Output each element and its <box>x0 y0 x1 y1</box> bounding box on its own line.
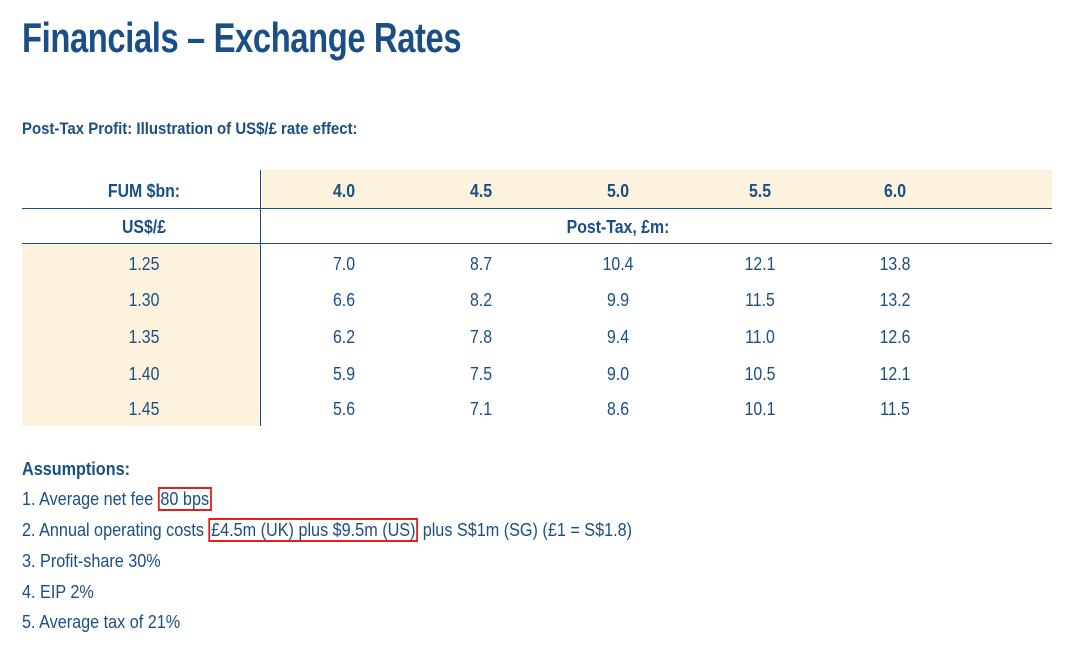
assumption-item: 2. Annual operating costs £4.5m (UK) plu… <box>22 518 633 542</box>
profit-value: 12.1 <box>744 254 776 274</box>
rate-value: 1.35 <box>128 327 160 347</box>
profit-value: 6.6 <box>332 290 356 310</box>
column-divider <box>260 170 261 426</box>
profit-value: 8.7 <box>469 254 493 274</box>
assumption-text: 2. Annual operating costs <box>22 520 209 540</box>
profit-value: 10.1 <box>744 399 776 419</box>
fum-value: 4.5 <box>469 181 493 201</box>
rate-value: 1.45 <box>128 399 160 419</box>
profit-value: 7.0 <box>332 254 356 274</box>
profit-value: 7.8 <box>469 327 493 347</box>
profit-value: 12.6 <box>879 327 911 347</box>
assumption-item: 5. Average tax of 21% <box>22 611 180 633</box>
exchange-rate-table: FUM $bn: 4.0 4.5 5.0 5.5 6.0 US$/£ Post-… <box>22 170 1052 426</box>
profit-value: 5.6 <box>332 399 356 419</box>
rate-label: US$/£ <box>121 217 167 237</box>
profit-value: 13.2 <box>879 290 911 310</box>
profit-value: 8.2 <box>469 290 493 310</box>
assumption-item: 1. Average net fee 80 bps <box>22 487 212 511</box>
highlighted-assumption: £4.5m (UK) plus $9.5m (US) <box>208 518 419 542</box>
profit-value: 7.1 <box>469 399 493 419</box>
profit-value: 10.5 <box>744 364 776 384</box>
fum-value: 5.5 <box>748 181 772 201</box>
table-subtitle: Post-Tax Profit: Illustration of US$/£ r… <box>22 119 358 138</box>
assumption-text: 1. Average net fee <box>22 489 158 509</box>
highlighted-assumption: 80 bps <box>157 487 212 511</box>
fum-value: 4.0 <box>332 181 356 201</box>
rate-value: 1.40 <box>128 364 160 384</box>
rate-column-shade <box>22 244 260 426</box>
profit-value: 7.5 <box>469 364 493 384</box>
page-title: Financials – Exchange Rates <box>22 14 462 61</box>
profit-value: 10.4 <box>602 254 634 274</box>
fum-label: FUM $bn: <box>107 181 181 201</box>
profit-value: 9.0 <box>606 364 630 384</box>
profit-value: 11.0 <box>745 327 775 347</box>
post-tax-label: Post-Tax, £m: <box>566 217 670 237</box>
header-divider <box>22 208 1052 209</box>
profit-value: 13.8 <box>879 254 911 274</box>
assumption-item: 3. Profit-share 30% <box>22 550 161 572</box>
assumption-text-suffix: plus S$1m (SG) (£1 = S$1.8) <box>418 520 633 540</box>
assumption-text: 4. EIP 2% <box>22 582 94 602</box>
rate-value: 1.25 <box>128 254 160 274</box>
profit-value: 5.9 <box>332 364 356 384</box>
fum-header-shade <box>260 170 1052 208</box>
profit-value: 11.5 <box>745 290 775 310</box>
rate-value: 1.30 <box>128 290 160 310</box>
assumptions-title: Assumptions: <box>22 459 131 479</box>
fum-value: 5.0 <box>606 181 630 201</box>
profit-value: 8.6 <box>606 399 630 419</box>
assumption-text: 3. Profit-share 30% <box>22 551 161 571</box>
profit-value: 12.1 <box>879 364 911 384</box>
profit-value: 9.4 <box>606 327 630 347</box>
assumption-item: 4. EIP 2% <box>22 581 94 603</box>
subheader-divider <box>22 243 1052 244</box>
profit-value: 11.5 <box>880 399 910 419</box>
assumption-text: 5. Average tax of 21% <box>22 612 181 632</box>
profit-value: 6.2 <box>332 327 356 347</box>
profit-value: 9.9 <box>606 290 630 310</box>
fum-value: 6.0 <box>883 181 907 201</box>
